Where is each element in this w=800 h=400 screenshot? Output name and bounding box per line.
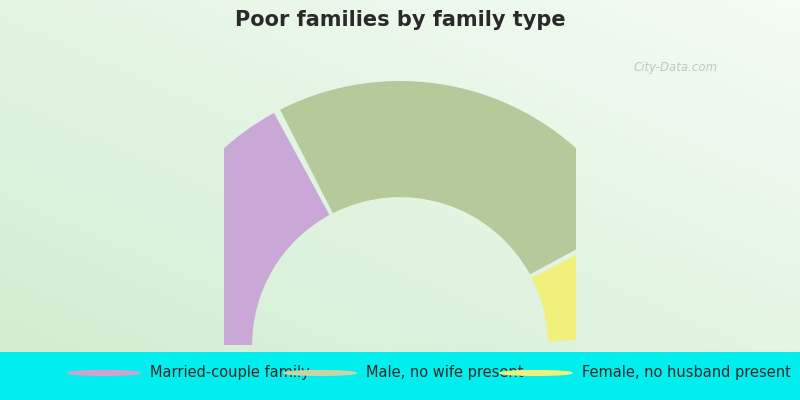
Text: Female, no husband present: Female, no husband present: [582, 366, 790, 380]
Wedge shape: [136, 113, 330, 345]
Circle shape: [500, 371, 572, 375]
Circle shape: [68, 371, 140, 375]
Text: Male, no wife present: Male, no wife present: [366, 366, 523, 380]
Text: Poor families by family type: Poor families by family type: [234, 10, 566, 30]
Text: City-Data.com: City-Data.com: [634, 62, 718, 74]
Wedge shape: [532, 225, 664, 341]
Circle shape: [284, 371, 356, 375]
Text: Married-couple family: Married-couple family: [150, 366, 310, 380]
Wedge shape: [280, 81, 632, 274]
